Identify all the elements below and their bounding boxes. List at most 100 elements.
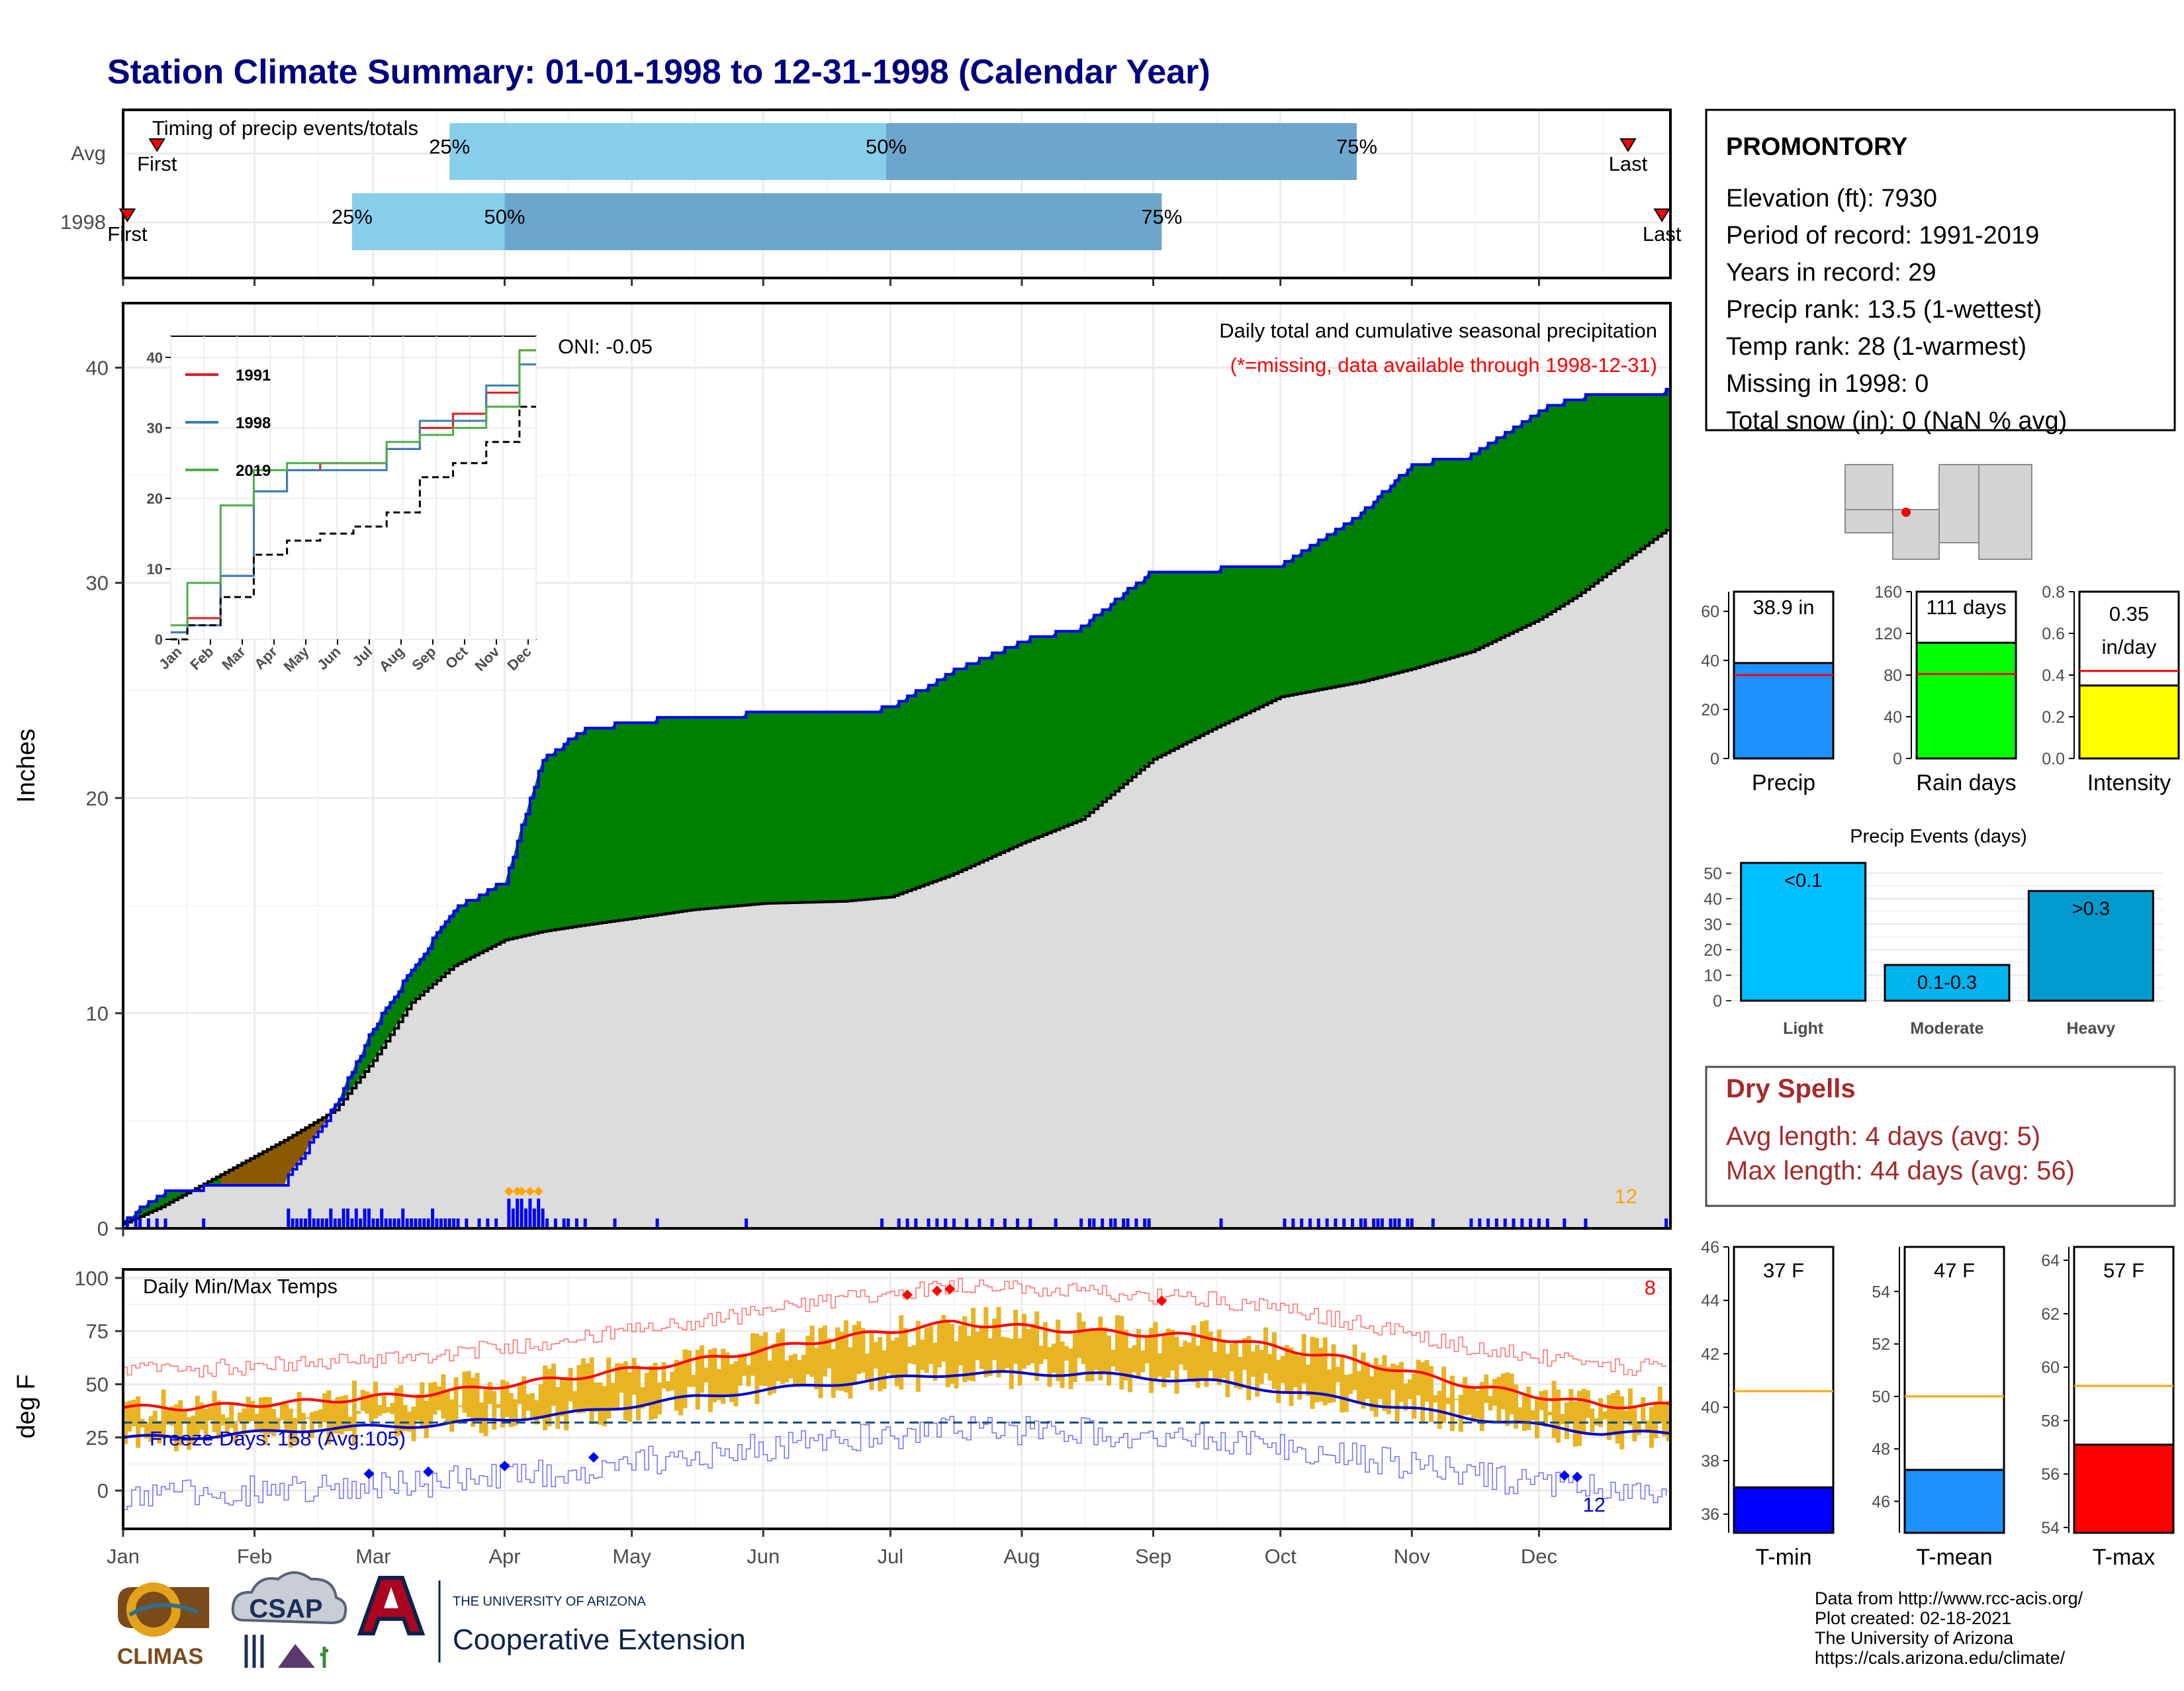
csap-mountain-icon xyxy=(278,1644,315,1668)
daily-temp-bar xyxy=(420,1382,425,1428)
daily-temp-bar xyxy=(229,1402,234,1428)
daily-temp-bar xyxy=(1208,1332,1213,1371)
events-y-tick-label: 20 xyxy=(1704,941,1722,960)
avg-cumulative-line xyxy=(123,527,1672,1226)
daily-temp-bar xyxy=(187,1417,192,1450)
daily-temp-bar xyxy=(915,1320,921,1392)
daily-precip-bar xyxy=(1334,1218,1338,1228)
inset-y-tick-label: 30 xyxy=(147,420,163,436)
daily-temp-bar xyxy=(695,1349,700,1410)
daily-precip-bar xyxy=(486,1218,490,1228)
inset-lines xyxy=(171,349,536,641)
daily-temp-bar xyxy=(386,1406,391,1413)
daily-precip-bar xyxy=(303,1218,307,1228)
dry-spells-frame xyxy=(1705,1066,2176,1207)
daily-temp-bar xyxy=(1170,1330,1175,1371)
daily-temp-bar xyxy=(1412,1373,1417,1419)
daily-precip-bar xyxy=(1101,1218,1105,1228)
daily-temp-bar xyxy=(1484,1374,1489,1403)
daily-temp-bar xyxy=(157,1420,162,1444)
temp-bar-tick-label: 44 xyxy=(1701,1292,1719,1310)
mini-bar-tick-label: 120 xyxy=(1874,625,1902,643)
daily-temp-bar xyxy=(475,1373,480,1423)
daily-temp-bar xyxy=(1077,1312,1082,1358)
csap-cloud-icon xyxy=(231,1571,347,1625)
daily-precip-bar xyxy=(1545,1218,1549,1228)
record-high-marker xyxy=(944,1283,956,1295)
daily-temp-bar xyxy=(148,1416,154,1442)
daily-temp-bar xyxy=(793,1353,798,1385)
daily-temp-bar xyxy=(398,1385,404,1436)
daily-precip-bar xyxy=(163,1218,167,1228)
temp-bar-tick-label: 42 xyxy=(1701,1345,1719,1363)
daily-temp-bar xyxy=(360,1390,365,1411)
daily-temp-bar xyxy=(1492,1379,1497,1406)
daily-temp-bar xyxy=(958,1325,963,1366)
daily-temp-bar xyxy=(1301,1334,1306,1384)
temp-bar-value-label: 47 F xyxy=(1934,1259,1975,1282)
station-name: PROMONTORY xyxy=(1726,133,1907,161)
university-of-arizona-logo: THE UNIVERSITY OF ARIZONA Cooperative Ex… xyxy=(357,1576,746,1663)
daily-precip-bar xyxy=(1537,1218,1541,1228)
daily-temp-bar xyxy=(737,1353,743,1386)
daily-precip-bar xyxy=(1219,1218,1223,1228)
daily-precip-bar xyxy=(363,1209,367,1228)
daily-temp-bar xyxy=(856,1321,862,1374)
mini-bar-tick-label: 0 xyxy=(1710,750,1719,768)
daily-temp-bar xyxy=(492,1391,497,1430)
daily-precip-bar xyxy=(524,1209,528,1228)
mini-bar-precip xyxy=(1733,662,1835,760)
daily-precip-bar xyxy=(1079,1218,1083,1228)
daily-temp-bar xyxy=(1144,1337,1150,1363)
daily-temp-bar xyxy=(1068,1348,1073,1389)
daily-temp-bar xyxy=(288,1408,293,1448)
daily-precip-bar xyxy=(345,1209,349,1228)
month-tick-label: Jan xyxy=(107,1545,140,1568)
events-bar-light xyxy=(1740,862,1867,1002)
daily-temp-bar xyxy=(746,1365,751,1387)
inset-y-tick-label: 10 xyxy=(147,561,163,577)
station-info-line: Years in record: 29 xyxy=(1726,259,1936,287)
daily-temp-bar xyxy=(602,1386,607,1426)
daily-temp-bar xyxy=(1034,1311,1040,1381)
record-low-marker xyxy=(423,1466,434,1477)
temp-y-tick-label: 50 xyxy=(86,1373,109,1396)
temp-bar-tick-label: 46 xyxy=(1701,1238,1719,1257)
avg-max-line xyxy=(122,1319,1671,1412)
daily-temp-bar xyxy=(1543,1390,1548,1427)
daily-temp-bar xyxy=(169,1406,175,1426)
timing-bar-50-75 xyxy=(886,123,1357,180)
precip-y-axis: 0 10 20 30 40 xyxy=(86,357,123,1240)
daily-precip-bar xyxy=(1087,1218,1091,1228)
month-tick-label: Oct xyxy=(1265,1545,1297,1568)
daily-precip-bar xyxy=(1016,1218,1020,1228)
daily-temp-bar xyxy=(449,1399,455,1432)
daily-temp-bar xyxy=(1314,1338,1319,1402)
daily-temp-bar xyxy=(496,1404,501,1408)
precip-caption: Daily total and cumulative seasonal prec… xyxy=(1219,319,1657,342)
daily-temp-bar xyxy=(1246,1336,1251,1400)
events-y-tick-label: 30 xyxy=(1704,915,1722,934)
daily-precip-bar xyxy=(1283,1218,1287,1228)
mini-bar-tick-label: 0.6 xyxy=(2042,625,2065,643)
daily-temp-bar xyxy=(330,1401,336,1434)
daily-precip-bar xyxy=(308,1209,312,1228)
heavy-precip-marker xyxy=(525,1187,535,1196)
daily-temp-bar xyxy=(945,1322,950,1387)
daily-precip-bar xyxy=(583,1218,587,1228)
daily-precip-bar xyxy=(155,1218,159,1228)
daily-precip-bar xyxy=(1372,1218,1376,1228)
events-bar-heavy xyxy=(2027,890,2154,1002)
daily-temp-bar xyxy=(950,1324,955,1384)
daily-precip-bar xyxy=(1291,1218,1295,1228)
daily-temp-bar xyxy=(237,1412,242,1422)
inset-legend-label: 1991 xyxy=(236,367,271,385)
daily-temp-bar xyxy=(1128,1348,1133,1393)
temp-bar-frame xyxy=(1733,1246,1835,1534)
avg-cumulative-area xyxy=(123,527,1670,1229)
footer-credit-line: Plot created: 02-18-2021 xyxy=(1815,1608,2011,1628)
inset-grid xyxy=(170,336,537,640)
climas-wave-icon xyxy=(128,1602,200,1617)
daily-precip-bar xyxy=(1109,1218,1113,1228)
daily-temp-bar xyxy=(1547,1412,1553,1416)
